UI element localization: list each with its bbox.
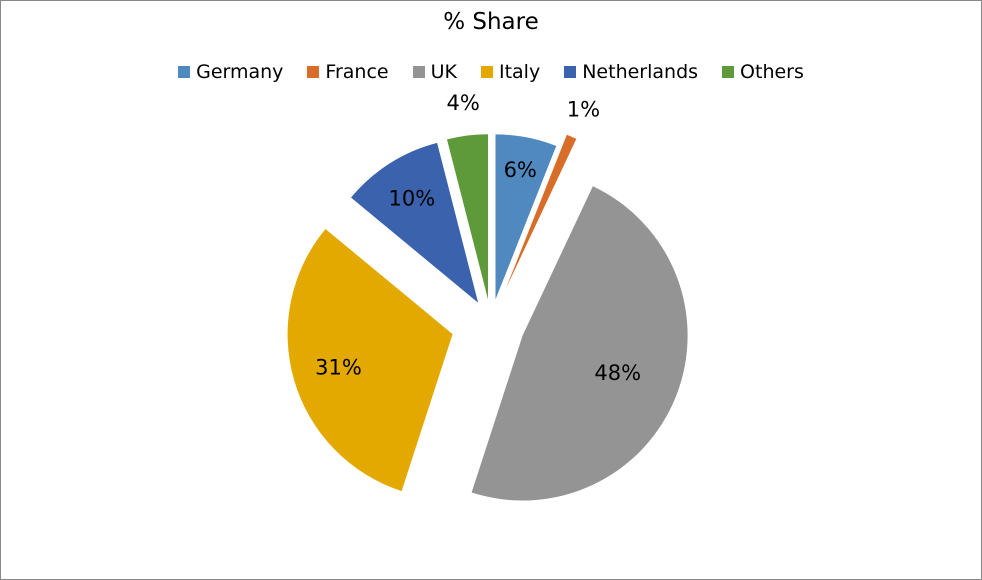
data-label: 31%: [315, 355, 362, 379]
legend-swatch: [307, 66, 320, 78]
legend-item: UK: [412, 61, 457, 83]
legend-swatch: [564, 66, 577, 78]
data-label: 48%: [594, 361, 641, 385]
legend-label: Others: [740, 61, 804, 83]
data-label: 1%: [567, 97, 600, 121]
legend-label: Italy: [498, 61, 541, 83]
legend-swatch: [178, 66, 191, 78]
legend: Germany France UK Italy Netherlands Others: [1, 61, 981, 83]
pie-slice-germany: [495, 134, 557, 300]
legend-swatch: [412, 66, 425, 78]
legend-item: Germany: [178, 61, 283, 83]
legend-label: Germany: [196, 61, 284, 83]
chart-title: % Share: [443, 9, 539, 35]
legend-label: Netherlands: [582, 61, 699, 83]
pie-slice-france: [506, 134, 577, 289]
legend-item: Others: [722, 61, 804, 83]
pie-slice-italy: [287, 228, 453, 492]
legend-label: France: [325, 61, 389, 83]
data-label: 4%: [447, 91, 480, 115]
legend-item: Netherlands: [564, 61, 698, 83]
pie-slice-others: [446, 134, 488, 300]
data-label: 10%: [388, 186, 435, 210]
legend-swatch: [480, 66, 493, 78]
legend-label: UK: [430, 61, 457, 83]
pie-slice-netherlands: [351, 142, 479, 303]
legend-swatch: [722, 66, 735, 78]
data-label: 6%: [504, 158, 537, 182]
legend-item: France: [307, 61, 389, 83]
legend-item: Italy: [480, 61, 541, 83]
pie-slice-uk: [471, 186, 688, 501]
